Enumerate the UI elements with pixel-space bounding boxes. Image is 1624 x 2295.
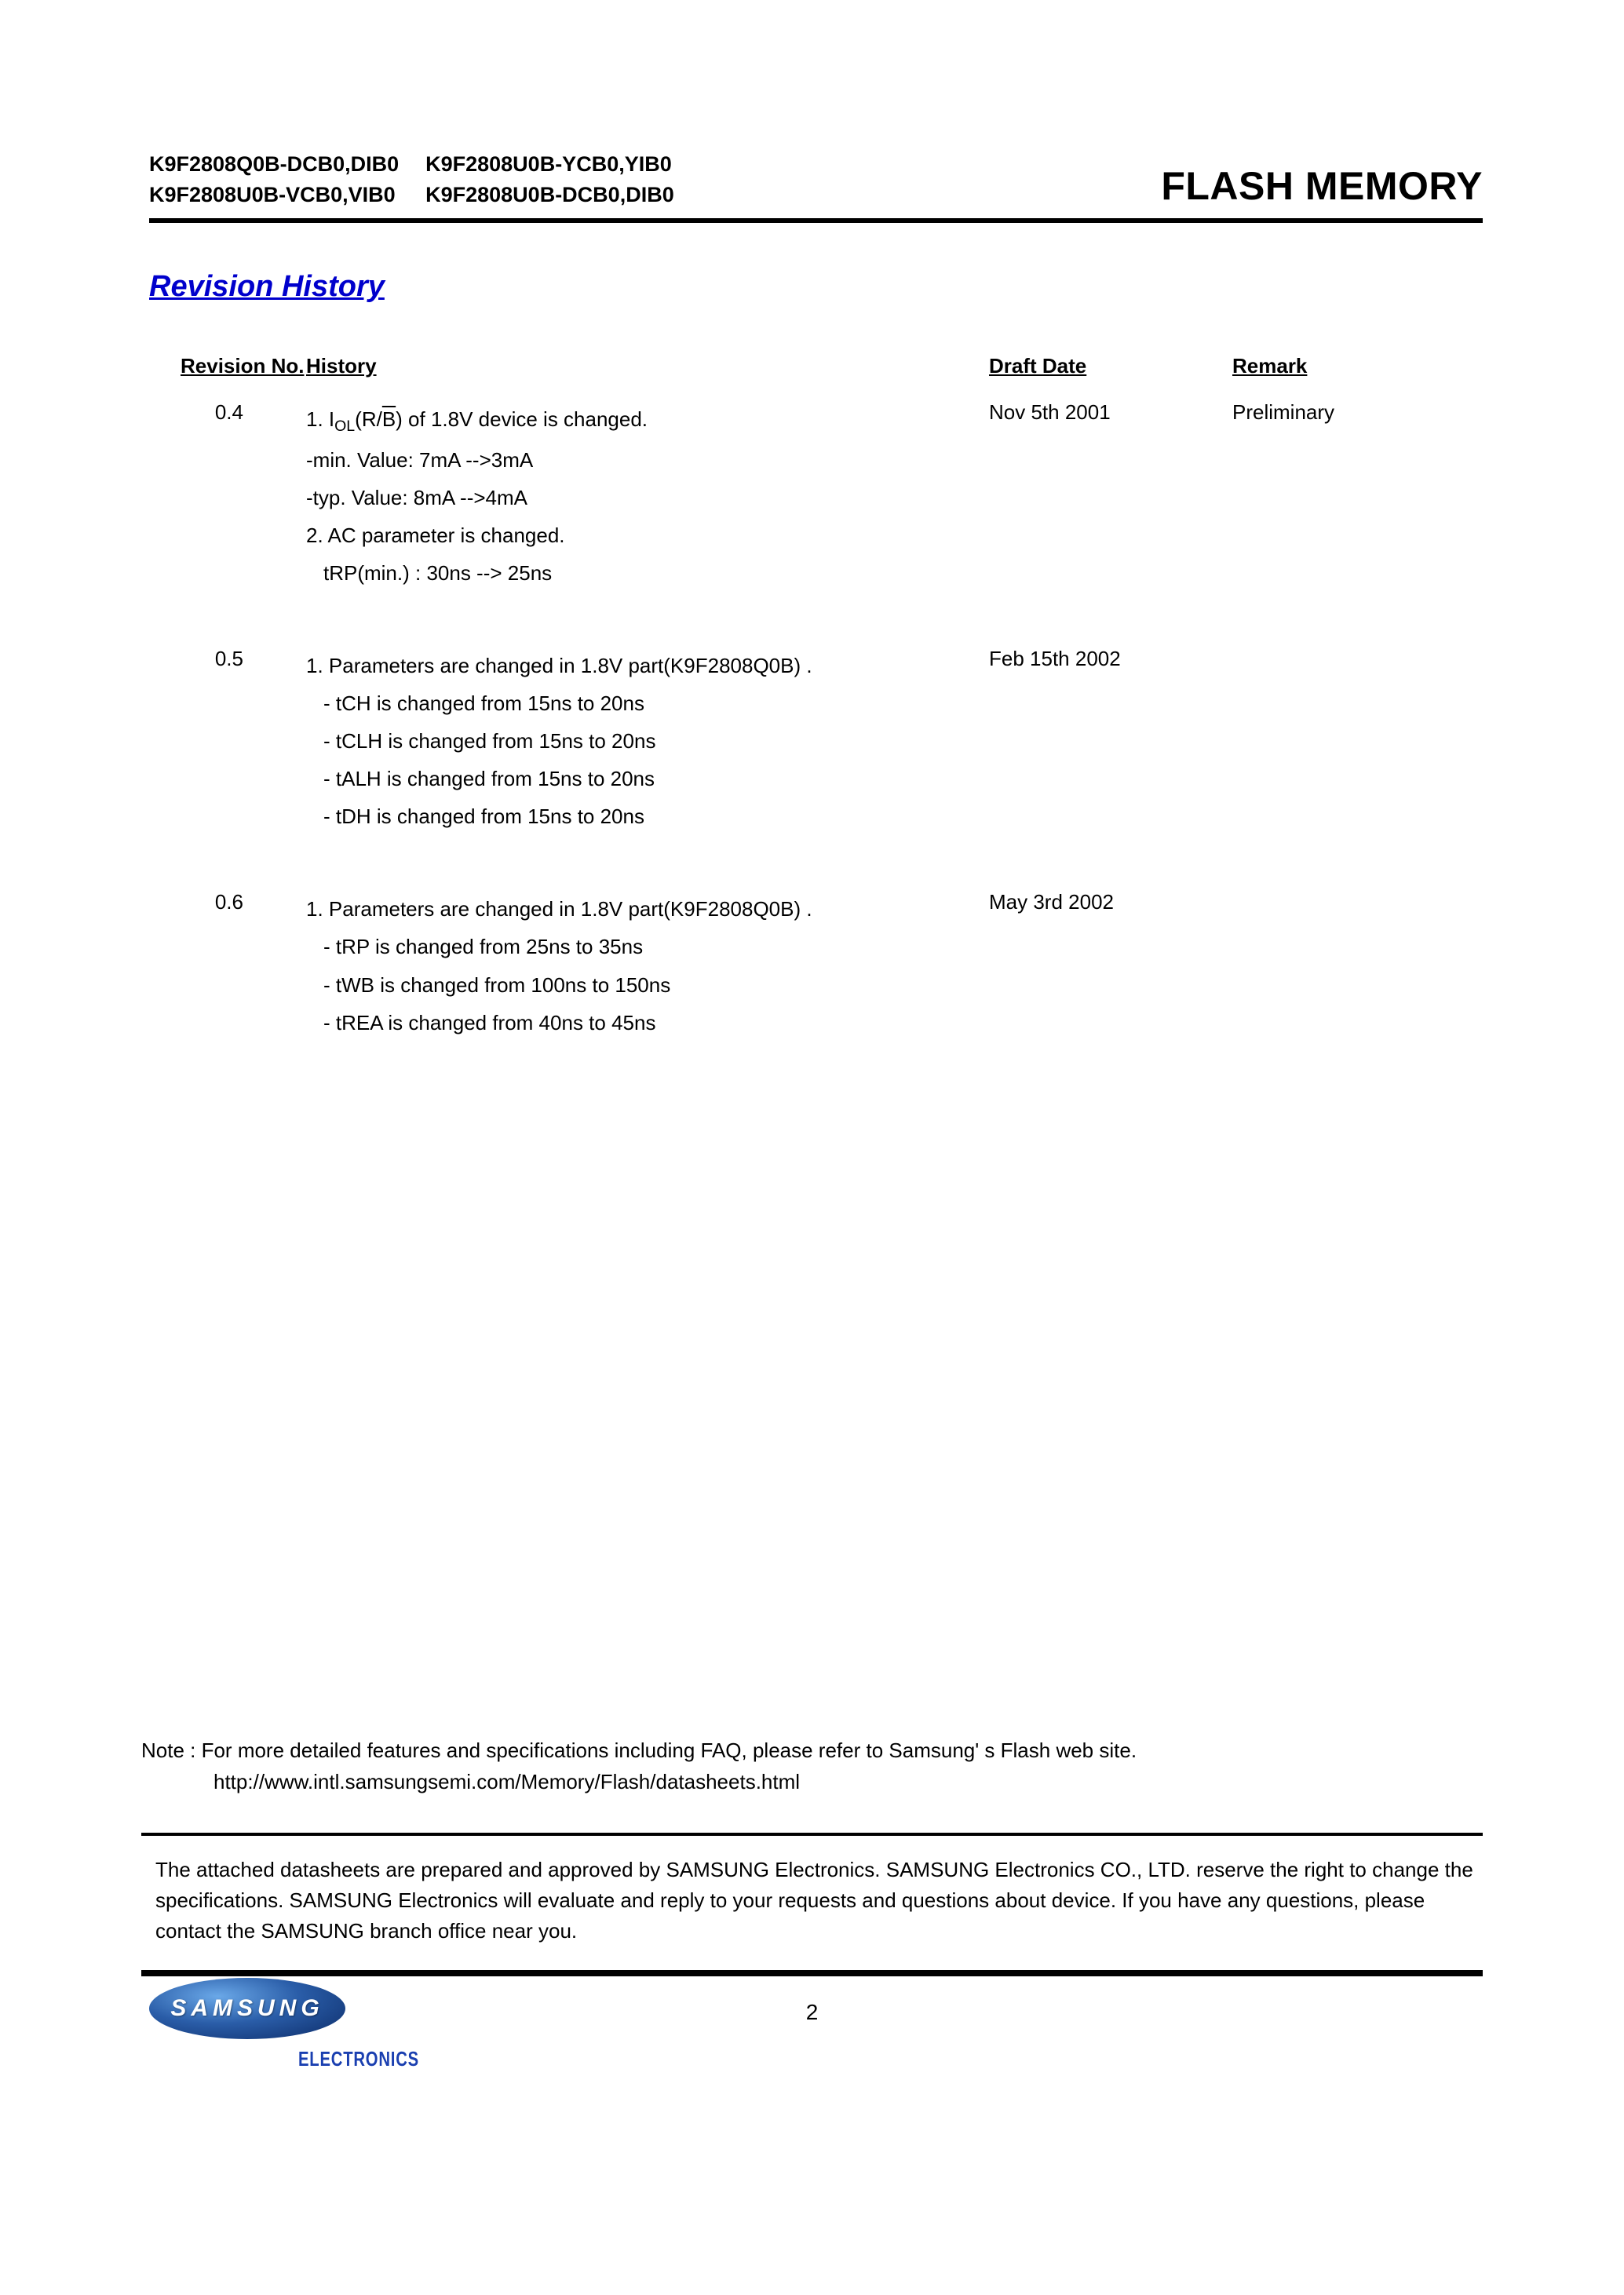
- history-line: 1. Parameters are changed in 1.8V part(K…: [306, 890, 989, 928]
- history-line: - tCLH is changed from 15ns to 20ns: [306, 722, 989, 760]
- section-title: Revision History: [149, 270, 1483, 304]
- part-number: K9F2808U0B-VCB0,VIB0: [149, 180, 399, 210]
- col-header-date: Draft Date: [989, 354, 1232, 378]
- revision-history: 1. Parameters are changed in 1.8V part(K…: [306, 647, 989, 835]
- note-url: http://www.intl.samsungsemi.com/Memory/F…: [141, 1766, 1483, 1797]
- document-title: FLASH MEMORY: [1161, 163, 1483, 210]
- revision-remark: [1232, 890, 1389, 1041]
- col-header-history: History: [306, 354, 989, 378]
- disclaimer: The attached datasheets are prepared and…: [141, 1833, 1483, 1976]
- history-line: tRP(min.) : 30ns --> 25ns: [306, 554, 989, 592]
- history-line: - tALH is changed from 15ns to 20ns: [306, 760, 989, 797]
- col-header-remark: Remark: [1232, 354, 1389, 378]
- revision-remark: Preliminary: [1232, 400, 1389, 592]
- logo-block: SAMSUNG ELECTRONICS: [149, 1978, 453, 2071]
- part-numbers-col1: K9F2808Q0B-DCB0,DIB0 K9F2808U0B-VCB0,VIB…: [149, 149, 399, 210]
- history-line: 2. AC parameter is changed.: [306, 516, 989, 554]
- history-line: 1. IOL(R/B) of 1.8V device is changed.: [306, 400, 989, 440]
- part-number: K9F2808U0B-YCB0,YIB0: [425, 149, 674, 180]
- revision-date: May 3rd 2002: [989, 890, 1232, 1041]
- note-block: Note : For more detailed features and sp…: [141, 1735, 1483, 1798]
- history-line: - tWB is changed from 100ns to 150ns: [306, 966, 989, 1004]
- revision-number: 0.6: [149, 890, 306, 1041]
- revision-date: Feb 15th 2002: [989, 647, 1232, 835]
- revision-table: Revision No. History Draft Date Remark 0…: [149, 354, 1483, 1041]
- note-line: Note : For more detailed features and sp…: [141, 1735, 1483, 1766]
- col-header-revision: Revision No.: [149, 354, 306, 378]
- revision-remark: [1232, 647, 1389, 835]
- history-line: - tCH is changed from 15ns to 20ns: [306, 684, 989, 722]
- samsung-logo-icon: SAMSUNG: [149, 1978, 345, 2039]
- part-numbers-col2: K9F2808U0B-YCB0,YIB0 K9F2808U0B-DCB0,DIB…: [425, 149, 674, 210]
- column-headers: Revision No. History Draft Date Remark: [149, 354, 1483, 378]
- logo-text: SAMSUNG: [170, 1995, 323, 2022]
- part-number: K9F2808Q0B-DCB0,DIB0: [149, 149, 399, 180]
- revision-history: 1. IOL(R/B) of 1.8V device is changed.-m…: [306, 400, 989, 592]
- datasheet-page: K9F2808Q0B-DCB0,DIB0 K9F2808U0B-VCB0,VIB…: [0, 0, 1624, 2295]
- history-line: 1. Parameters are changed in 1.8V part(K…: [306, 647, 989, 684]
- note-label: Note :: [141, 1739, 202, 1762]
- revision-row: 0.51. Parameters are changed in 1.8V par…: [149, 647, 1483, 835]
- history-line: -min. Value: 7mA -->3mA: [306, 441, 989, 479]
- history-line: - tREA is changed from 40ns to 45ns: [306, 1004, 989, 1042]
- history-line: -typ. Value: 8mA -->4mA: [306, 479, 989, 516]
- note-text: For more detailed features and specifica…: [202, 1739, 1137, 1762]
- page-number: 2: [806, 2000, 819, 2025]
- revision-date: Nov 5th 2001: [989, 400, 1232, 592]
- history-line: - tRP is changed from 25ns to 35ns: [306, 928, 989, 965]
- part-numbers: K9F2808Q0B-DCB0,DIB0 K9F2808U0B-VCB0,VIB…: [149, 149, 674, 210]
- revision-row: 0.61. Parameters are changed in 1.8V par…: [149, 890, 1483, 1041]
- revision-rows: 0.41. IOL(R/B) of 1.8V device is changed…: [149, 400, 1483, 1041]
- part-number: K9F2808U0B-DCB0,DIB0: [425, 180, 674, 210]
- revision-history: 1. Parameters are changed in 1.8V part(K…: [306, 890, 989, 1041]
- revision-number: 0.4: [149, 400, 306, 592]
- page-header: K9F2808Q0B-DCB0,DIB0 K9F2808U0B-VCB0,VIB…: [149, 149, 1483, 223]
- history-line: - tDH is changed from 15ns to 20ns: [306, 797, 989, 835]
- revision-row: 0.41. IOL(R/B) of 1.8V device is changed…: [149, 400, 1483, 592]
- logo-subtext: ELECTRONICS: [298, 2047, 419, 2071]
- revision-number: 0.5: [149, 647, 306, 835]
